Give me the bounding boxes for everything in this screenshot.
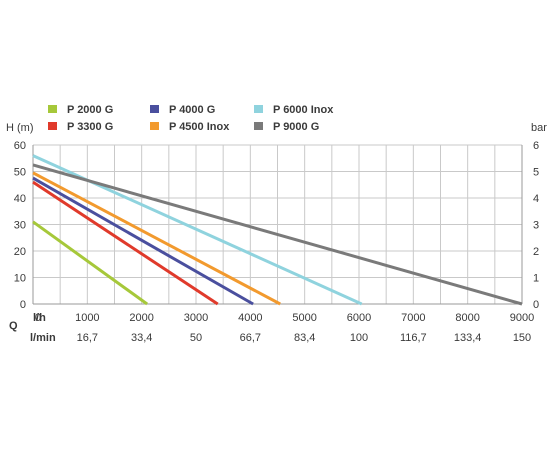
legend-label: P 9000 G [273,121,319,133]
x-tick-label-lh: 9000 [510,312,534,324]
legend-label: P 4500 Inox [169,121,230,133]
x-tick-labels: 0 1000 2000 3000 4000 5000 6000 7000 8000 9000 16,… [35,312,534,344]
legend-swatch [48,105,57,113]
x-tick-label-lh: 8000 [455,312,479,324]
series-line [32,180,219,306]
legend-label: P 4000 G [169,104,215,116]
x-tick-label-lmin: 133,4 [454,332,482,344]
x-tick-label-lh: 6000 [347,312,371,324]
series-lines [32,154,523,306]
right-tick-label: 0 [533,299,539,311]
right-tick-label: 6 [533,140,539,152]
series-line [32,220,148,306]
y-tick-label: 20 [14,246,26,258]
y-tick-label: 50 [14,167,26,179]
y-tick-label: 30 [14,220,26,232]
x-tick-label-lmin: 66,7 [240,332,261,344]
y-tick-label: 10 [14,273,26,285]
y-tick-label: 60 [14,140,26,152]
legend-swatch [150,122,159,130]
right-tick-label: 1 [533,273,539,285]
q-label: Q [9,320,18,332]
legend-swatch [150,105,159,113]
x-tick-label-lh: 3000 [184,312,208,324]
right-axis-label: bar [531,122,547,134]
right-tick-label: 5 [533,167,539,179]
x-tick-label-lh: 4000 [238,312,262,324]
left-axis-label: H (m) [6,122,34,134]
y-tick-label: 40 [14,193,26,205]
legend-swatch [254,122,263,130]
x-tick-label-lh: 5000 [292,312,316,324]
right-tick-label: 2 [533,246,539,258]
legend-swatch [254,105,263,113]
legend-label: P 2000 G [67,104,113,116]
grid [32,144,523,305]
x-tick-label-lmin: 16,7 [77,332,98,344]
x-tick-label-lmin: 83,4 [294,332,315,344]
y-tick-labels: 0 10 20 30 40 50 60 0 1 2 3 4 5 6 [14,140,539,311]
x-tick-label-lmin: 150 [513,332,531,344]
series-line [32,176,254,306]
series-line [32,163,523,306]
x-tick-label-lmin: 116,7 [400,332,427,344]
legend: P 2000 G P 3300 G P 4000 G P 4500 Inox P 600… [48,104,334,133]
x-tick-label-lmin: 33,4 [131,332,152,344]
x-tick-label-lh: 1000 [75,312,99,324]
x-tick-label-lh: 2000 [129,312,153,324]
right-tick-label: 4 [533,193,539,205]
legend-swatch [48,122,57,130]
x-tick-label-lmin: 100 [350,332,368,344]
legend-label: P 3300 G [67,121,113,133]
x-tick-label-lh: 0 [35,312,41,324]
x-tick-label-lmin: 50 [190,332,202,344]
x-tick-label-lh: 7000 [401,312,425,324]
series-line [32,171,281,306]
flow-lh-label: l/h [33,312,46,324]
y-tick-label: 0 [20,299,26,311]
legend-label: P 6000 Inox [273,104,334,116]
right-tick-label: 3 [533,220,539,232]
flow-lmin-label: l/min [30,332,56,344]
